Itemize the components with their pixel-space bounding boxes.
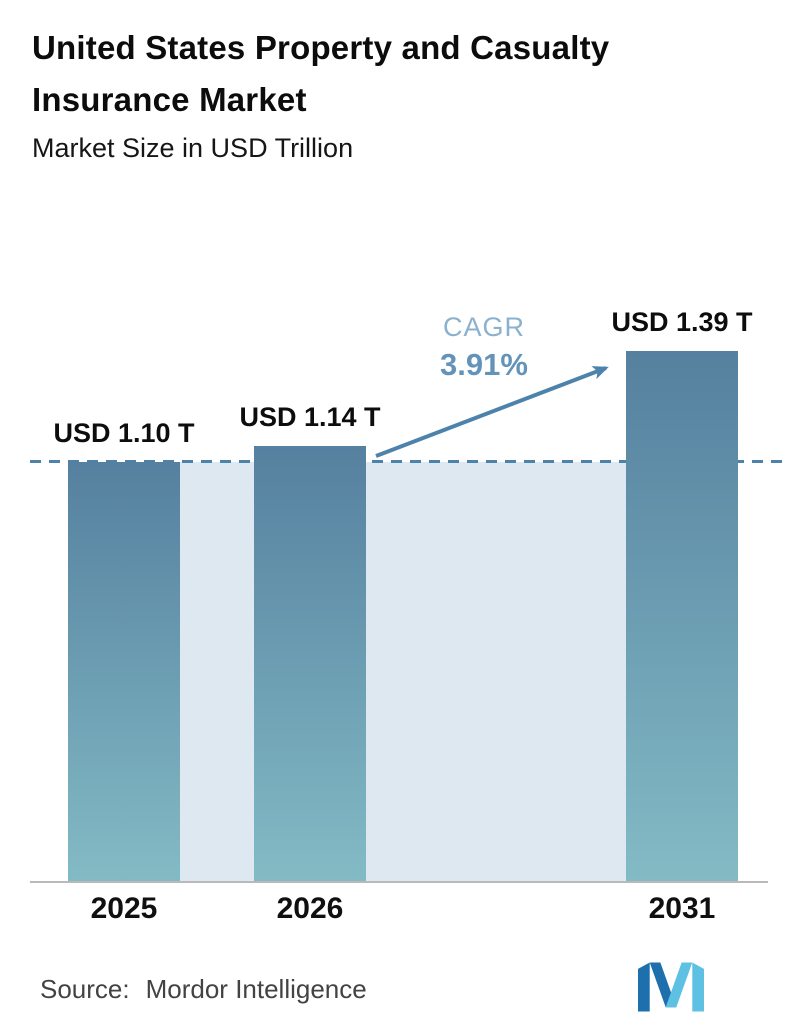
cagr-label: CAGR (442, 312, 525, 342)
bar-group-2026: USD 1.14 T (239, 402, 381, 883)
logo-shape-left (638, 962, 650, 1012)
source-note: Source: Mordor Intelligence (40, 974, 367, 1005)
source-label: Source: (40, 974, 130, 1004)
mordor-intelligence-logo (638, 962, 704, 1012)
x-axis-label-2025: 2025 (90, 892, 158, 925)
x-axis-label-2026: 2026 (276, 892, 344, 925)
page-title-line2: Insurance Market (32, 81, 307, 118)
reference-dashed-line (30, 460, 782, 463)
bar-value-label-2031: USD 1.39 T (611, 307, 753, 337)
x-axis-label-2031: 2031 (648, 892, 716, 925)
logo-shape-diag-down (649, 962, 677, 1008)
logo-shape-diag-up (665, 962, 693, 1008)
source-value: Mordor Intelligence (145, 974, 367, 1004)
x-axis-line (30, 881, 768, 883)
page-subtitle: Market Size in USD Trillion (32, 133, 354, 163)
bar-value-label-2025: USD 1.10 T (53, 418, 195, 448)
growth-arrow-icon (375, 366, 609, 458)
bar-2026 (254, 446, 366, 883)
page-title-line1: United States Property and Casualty (32, 29, 610, 66)
cagr-annotation: CAGR 3.91% (400, 312, 568, 383)
bar-value-label-2026: USD 1.14 T (239, 402, 381, 432)
bar-2025 (68, 462, 180, 883)
page-title: United States Property and Casualty Insu… (32, 22, 609, 126)
bar-group-2031: USD 1.39 T (611, 307, 753, 883)
cagr-value: 3.91% (440, 347, 528, 382)
bar-group-2025: USD 1.10 T (53, 418, 195, 883)
logo-shape-right (692, 962, 704, 1012)
bar-2031 (626, 351, 738, 883)
